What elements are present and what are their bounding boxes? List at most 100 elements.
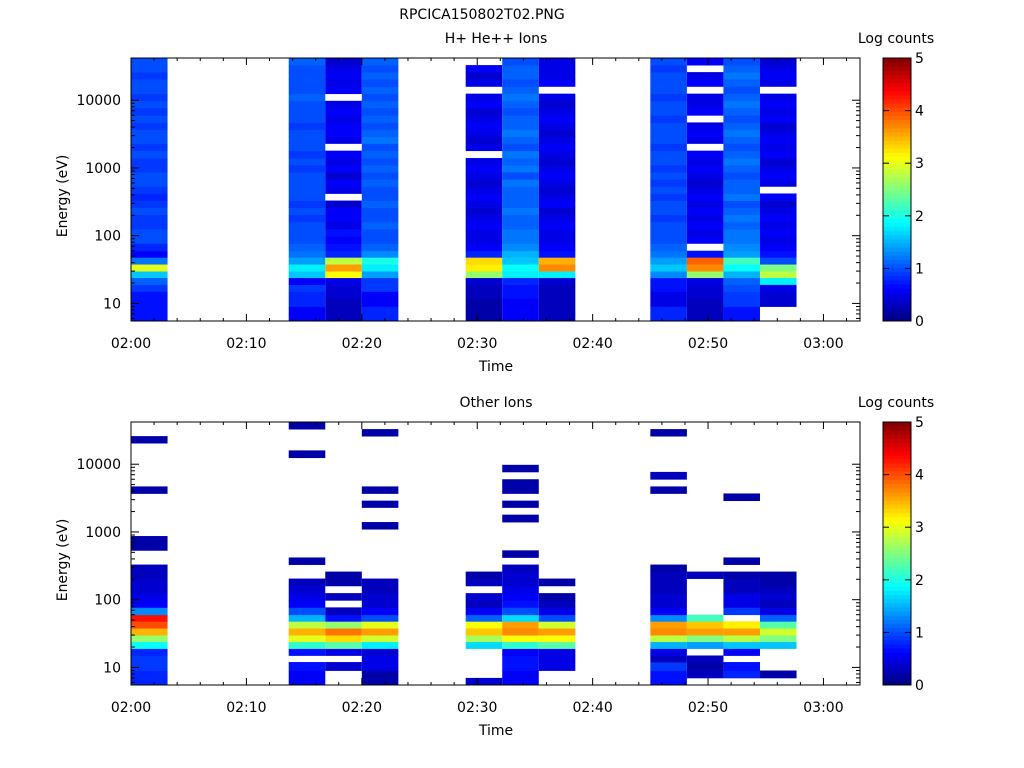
colorbar-swatch (883, 532, 911, 538)
colorbar-swatch (883, 606, 911, 612)
heatmap-cell (759, 100, 797, 109)
heatmap-cell (131, 229, 168, 237)
heatmap-cell (759, 79, 797, 87)
colorbar-swatch (883, 74, 911, 80)
heatmap-cell (502, 179, 539, 187)
heatmap-cell (325, 236, 362, 244)
heatmap-cell (502, 550, 539, 558)
heatmap-cell (131, 100, 168, 109)
colorbar-tick-label: 5 (915, 415, 924, 431)
colorbar-swatch (883, 131, 911, 137)
heatmap-cell (288, 172, 326, 180)
colorbar-swatch (883, 545, 911, 550)
heatmap-cell (131, 264, 168, 272)
colorbar-swatch (883, 242, 911, 248)
heatmap-cell (361, 277, 399, 285)
colorbar-swatch (883, 82, 911, 88)
heatmap-cell (465, 600, 503, 608)
heatmap-cell (465, 214, 503, 223)
heatmap-cell (325, 628, 362, 636)
heatmap-cell (759, 277, 797, 285)
heatmap-cell (131, 129, 168, 138)
heatmap-cell (723, 129, 760, 138)
heatmap-cell (131, 593, 168, 601)
heatmap-cell (686, 250, 724, 258)
heatmap-cell (325, 72, 362, 80)
colorbar-swatch (883, 99, 911, 104)
heatmap-cell (502, 229, 539, 237)
heatmap-cell (465, 291, 503, 299)
panel-other-ions: Other Ions 02:00 02:10 02:20 02:30 02:40 02:5… (55, 395, 934, 739)
colorbar-tick-label: 1 (915, 261, 924, 277)
colorbar-swatch (883, 467, 911, 472)
heatmap-cell (538, 648, 576, 656)
heatmap-cell (361, 79, 399, 87)
colorbar-swatch (883, 66, 911, 71)
heatmap-cell (131, 250, 168, 258)
heatmap-cell (650, 143, 687, 152)
colorbar-swatch (883, 127, 911, 133)
colorbar-swatch (883, 296, 911, 301)
colorbar-swatch (883, 549, 911, 554)
heatmap-cell (759, 193, 797, 201)
heatmap-cell (686, 313, 724, 322)
heatmap-cell (131, 243, 168, 252)
heatmap-cell (650, 486, 687, 494)
heatmap-cell (723, 571, 760, 579)
x-axis-label: Time (478, 359, 513, 375)
heatmap-cell (502, 277, 539, 285)
heatmap-cell (325, 214, 362, 223)
heatmap-cell (759, 143, 797, 152)
heatmap-cell (502, 243, 539, 252)
heatmap-cell (686, 271, 724, 279)
heatmap-cell (759, 607, 797, 616)
heatmap-cell (650, 585, 687, 594)
heatmap-cell (686, 172, 724, 180)
heatmap-cell (538, 243, 576, 252)
heatmap-cell (686, 214, 724, 223)
heatmap-cell (723, 86, 760, 95)
colorbar-swatch (883, 226, 911, 232)
heatmap-cell (502, 614, 539, 622)
heatmap-cell (650, 207, 687, 215)
heatmap-cell (361, 628, 399, 636)
colorbar-swatch (883, 491, 911, 497)
colorbar-swatch (883, 197, 911, 203)
heatmap-cell (650, 277, 687, 285)
heatmap-cell (538, 306, 576, 315)
heatmap-cell (686, 179, 724, 187)
heatmap-cell (465, 264, 503, 272)
heatmap-cell (686, 58, 724, 66)
heatmap-cell (686, 635, 724, 643)
heatmap-cell (538, 72, 576, 80)
colorbar-swatch (883, 574, 911, 579)
heatmap-cell (465, 313, 503, 322)
heatmap-cell (723, 207, 760, 215)
heatmap-cell (288, 677, 326, 686)
heatmap-cell (465, 298, 503, 307)
heatmap-cell (650, 236, 687, 244)
heatmap-cell (502, 593, 539, 601)
heatmap-cell (502, 129, 539, 138)
colorbar-swatch (883, 259, 911, 264)
heatmap-cell (650, 193, 687, 201)
heatmap-cell (650, 593, 687, 601)
heatmap-cell (650, 271, 687, 279)
heatmap-cell (502, 165, 539, 173)
heatmap-cell (361, 200, 399, 208)
heatmap-cell (465, 277, 503, 285)
colorbar-swatch (883, 275, 911, 281)
heatmap-cell (361, 291, 399, 299)
heatmap-cell (538, 165, 576, 173)
colorbar-tick-label: 0 (915, 678, 924, 694)
colorbar-swatch (883, 422, 911, 427)
colorbar-swatch (883, 450, 911, 456)
heatmap-cell (465, 578, 503, 587)
colorbar-swatch (883, 111, 911, 117)
heatmap-cell (288, 450, 326, 459)
colorbar-swatch (883, 676, 911, 682)
heatmap-cell (288, 662, 326, 671)
heatmap-cell (650, 136, 687, 144)
heatmap-cell (538, 221, 576, 230)
heatmap-cell (650, 214, 687, 223)
